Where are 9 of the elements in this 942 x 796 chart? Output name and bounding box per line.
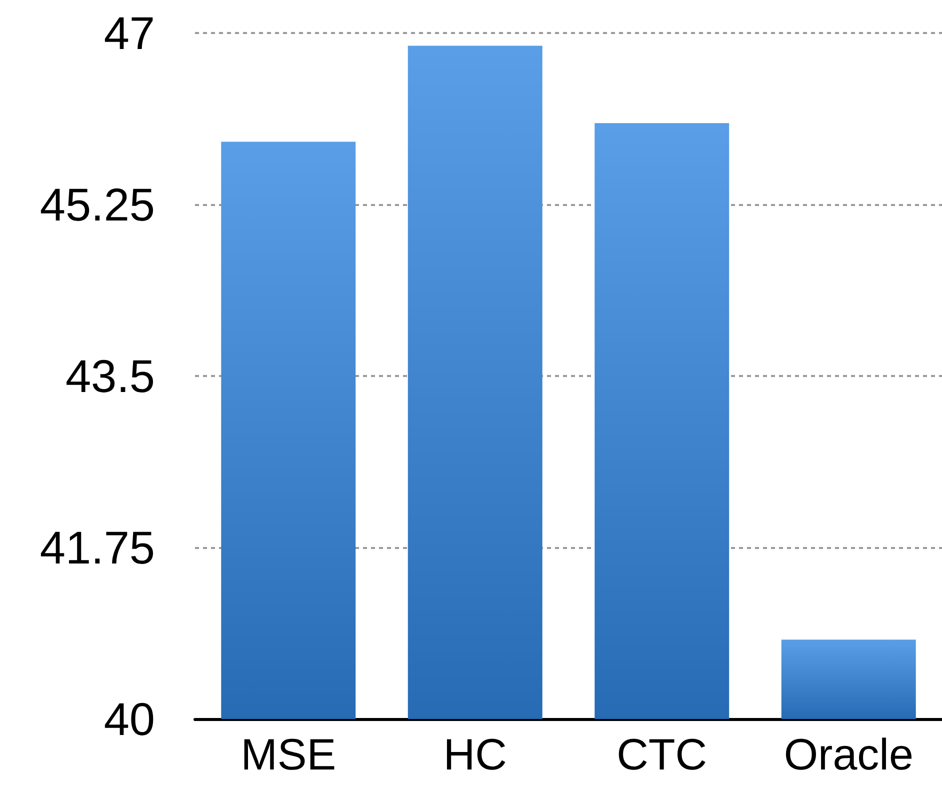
y-tick-label: 47: [104, 7, 155, 59]
y-tick-label: 43.5: [65, 350, 155, 402]
x-tick-label: HC: [443, 730, 507, 780]
y-tick-label: 45.25: [40, 178, 155, 230]
y-tick-label: 40: [104, 693, 155, 745]
x-tick-label: MSE: [240, 730, 336, 780]
y-tick-label: 41.75: [40, 522, 155, 574]
x-tick-label: CTC: [616, 730, 708, 780]
x-tick-label: Oracle: [784, 730, 914, 780]
